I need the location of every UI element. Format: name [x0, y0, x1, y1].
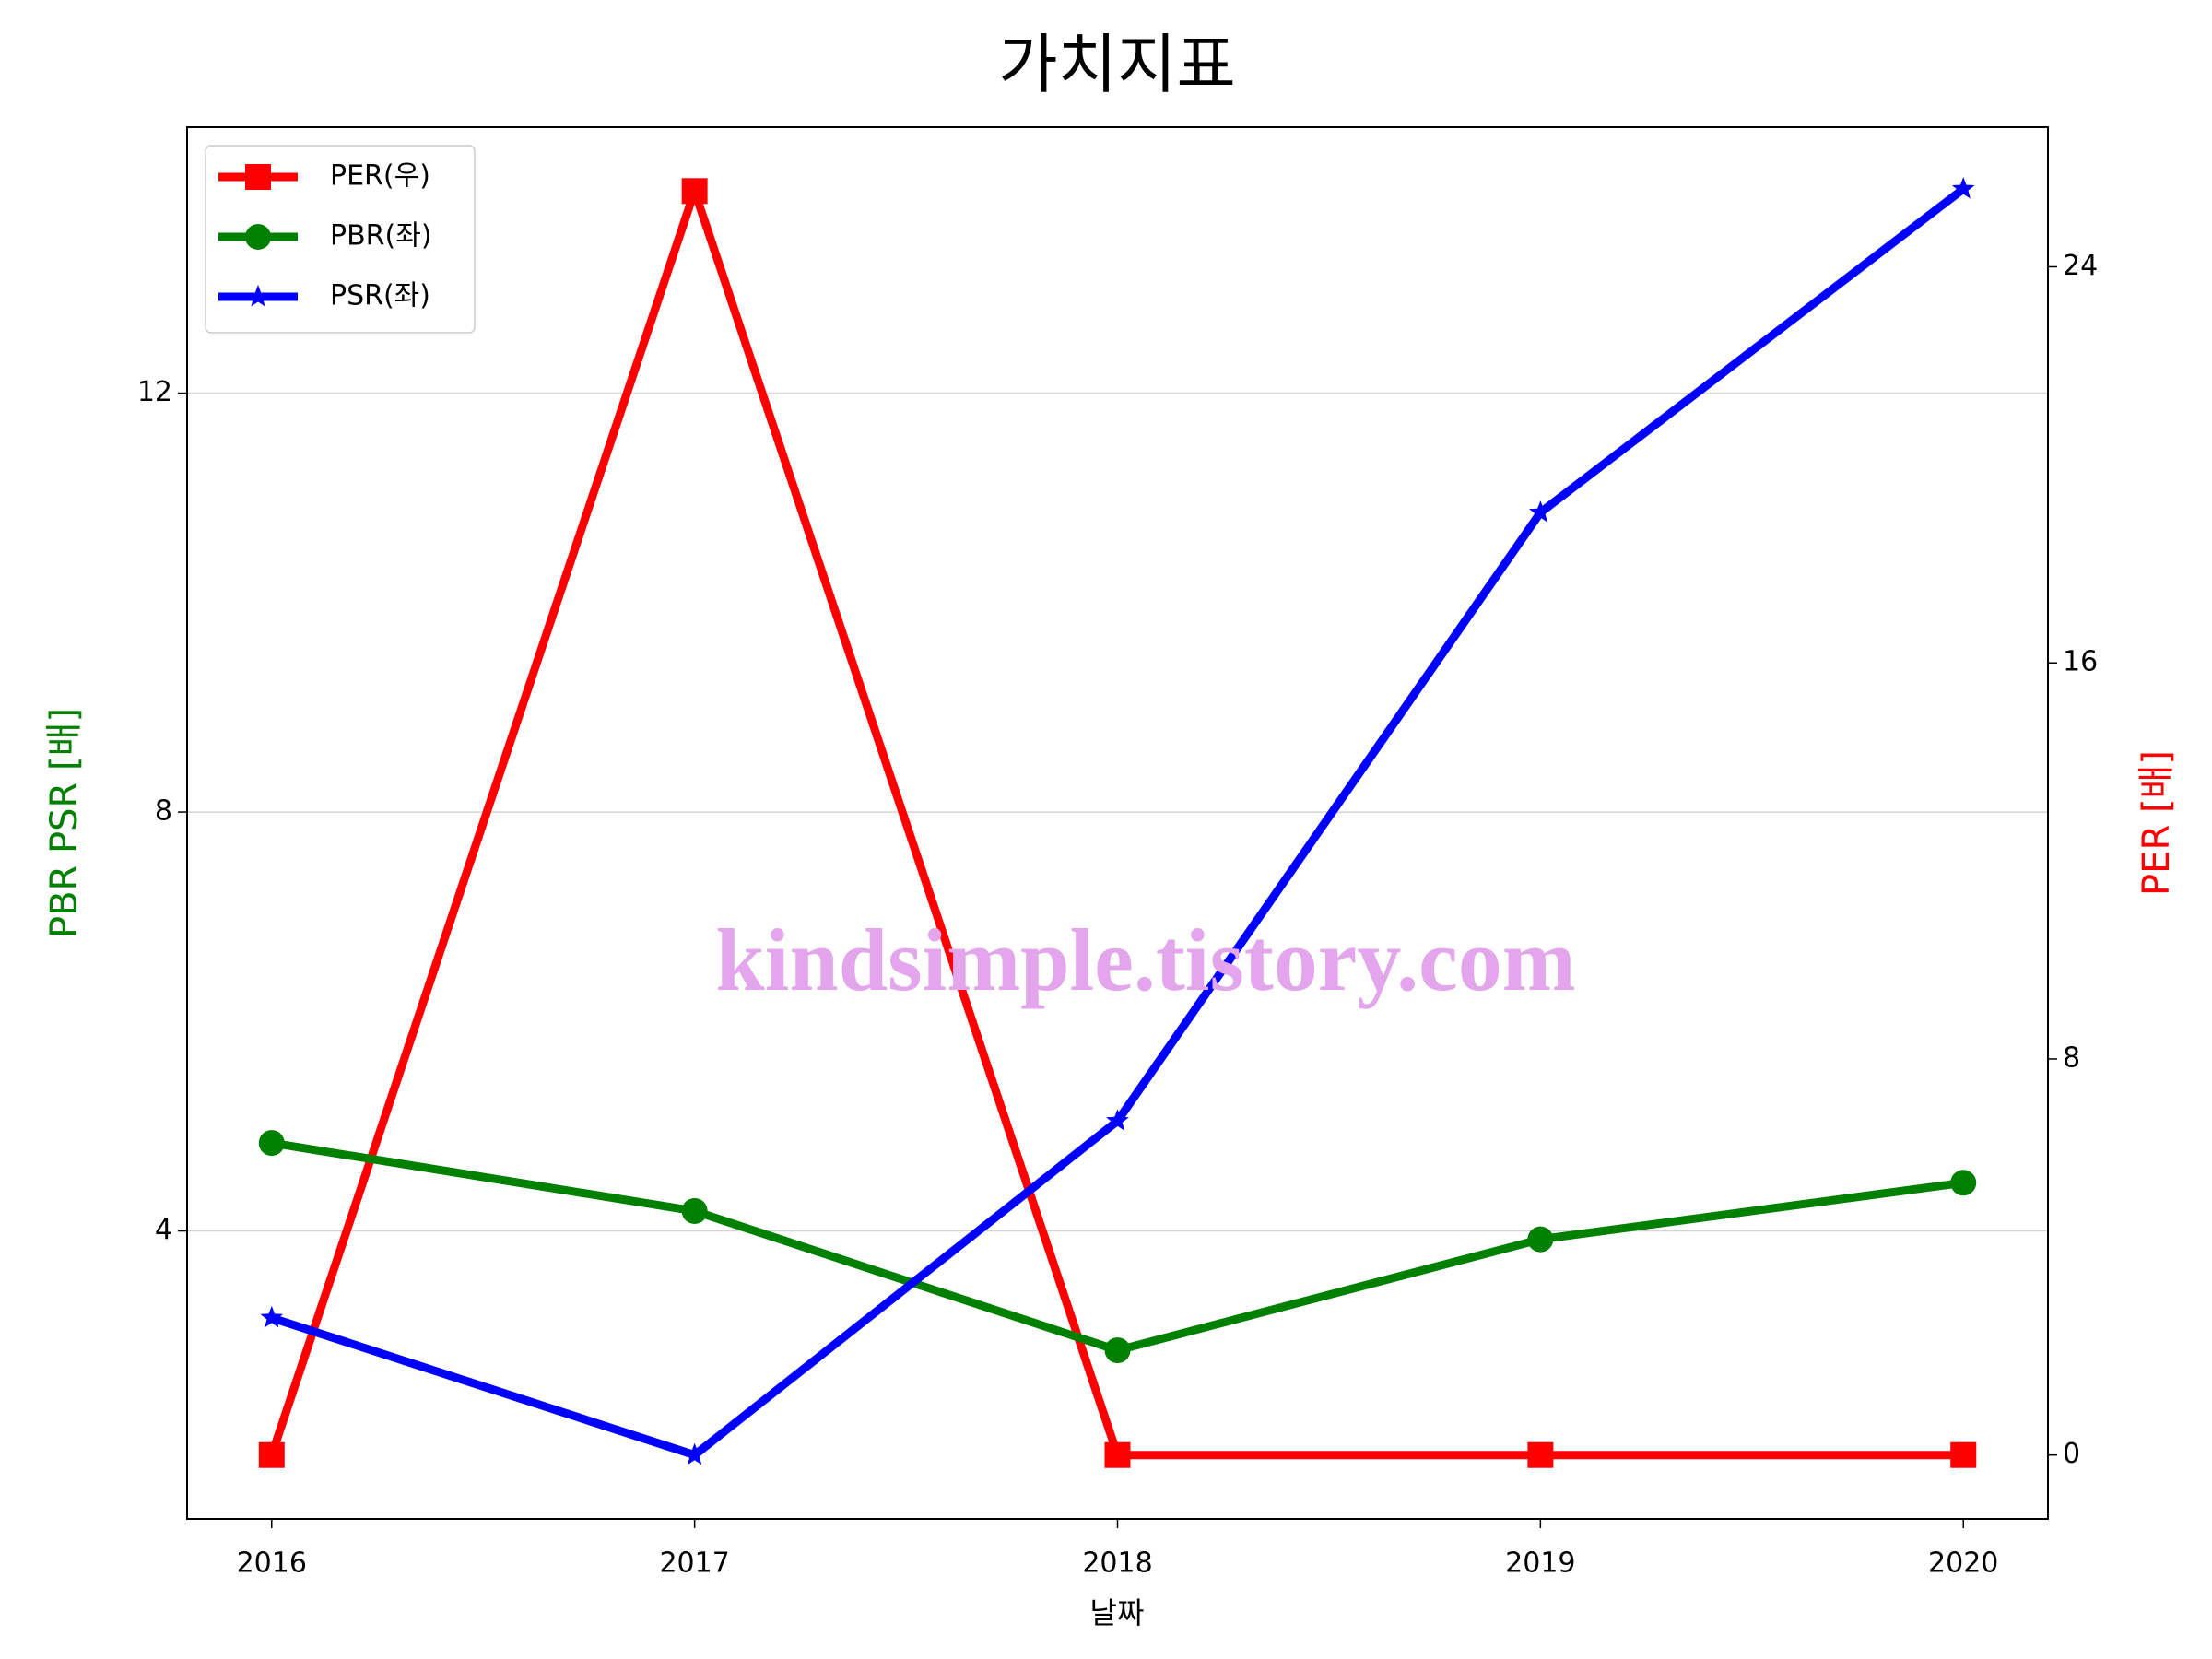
- marker: [245, 224, 271, 250]
- marker: [681, 1197, 708, 1224]
- series-line: [270, 185, 1966, 1460]
- y-axis-label: PBR PSR [배]: [43, 708, 86, 938]
- legend-label: PER(우): [330, 160, 430, 193]
- x-tick-label: 2019: [1505, 1547, 1575, 1580]
- x-tick-label: 2017: [659, 1547, 729, 1580]
- marker: [1106, 1109, 1129, 1131]
- marker: [1104, 1441, 1131, 1468]
- marker: [1527, 1226, 1554, 1253]
- legend-box: [205, 145, 476, 334]
- y-tick-label: 12: [137, 376, 172, 408]
- y2-tick-label: 16: [2063, 646, 2098, 678]
- plot-frame: [186, 126, 2049, 1520]
- series-line: [271, 1138, 1964, 1355]
- chart-title: 가치지표: [998, 27, 1236, 102]
- y-tick-label: 4: [155, 1214, 172, 1246]
- marker: [258, 1130, 285, 1157]
- y2-axis-label: PER [배]: [2136, 750, 2178, 896]
- marker: [1529, 500, 1552, 523]
- y-tick-label: 8: [155, 795, 172, 828]
- watermark: kindsimple.tistory.com: [715, 911, 1575, 1009]
- marker: [258, 1441, 285, 1468]
- marker: [1527, 1441, 1554, 1468]
- marker: [246, 285, 270, 307]
- marker: [260, 1305, 284, 1328]
- x-tick-label: 2018: [1082, 1547, 1152, 1580]
- y2-tick-label: 24: [2063, 250, 2098, 282]
- marker: [1104, 1337, 1131, 1364]
- x-tick-label: 2016: [237, 1547, 307, 1580]
- marker: [681, 178, 708, 205]
- marker: [245, 164, 271, 190]
- marker: [683, 1442, 706, 1465]
- x-tick-label: 2020: [1928, 1547, 1998, 1580]
- y2-tick-label: 8: [2063, 1041, 2080, 1074]
- marker: [1950, 1441, 1977, 1468]
- legend-label: PBR(좌): [330, 220, 432, 253]
- x-axis-label: 날짜: [1090, 1595, 1145, 1630]
- legend-label: PSR(좌): [330, 280, 430, 312]
- marker: [1950, 1170, 1977, 1196]
- marker: [1951, 177, 1975, 199]
- y2-tick-label: 0: [2063, 1438, 2080, 1470]
